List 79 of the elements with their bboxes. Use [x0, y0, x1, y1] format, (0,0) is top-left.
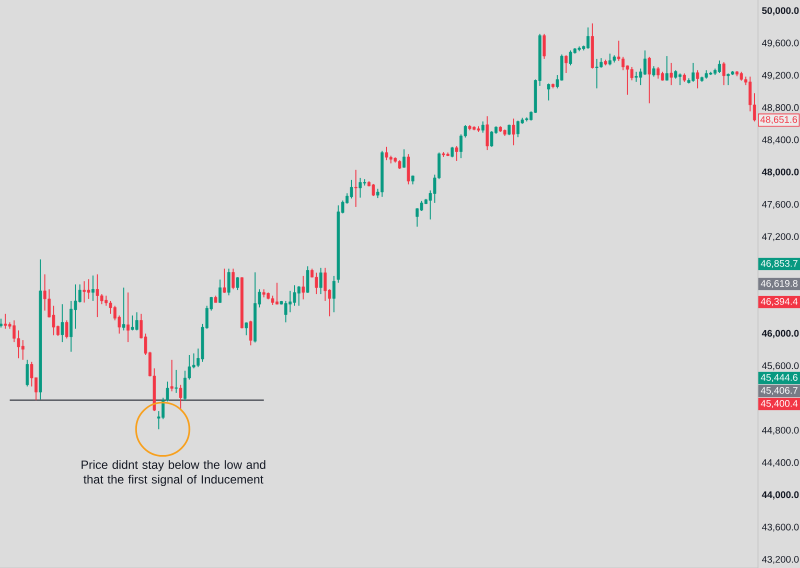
- y-tick-label: 49,200.0: [762, 72, 799, 80]
- candlestick: [91, 275, 95, 302]
- y-tick-label: 46,000.0: [762, 330, 799, 338]
- candlestick: [350, 179, 353, 199]
- y-tick-label: 47,600.0: [762, 200, 799, 209]
- y-tick-label: 50,000.0: [762, 7, 799, 16]
- candlestick: [665, 56, 668, 82]
- candlestick: [135, 312, 138, 331]
- candlestick: [21, 340, 24, 360]
- y-tick-label: 45,600.0: [762, 362, 799, 370]
- candlestick: [630, 66, 634, 81]
- candlestick: [26, 359, 29, 387]
- candlestick: [508, 124, 511, 136]
- candlestick: [222, 268, 226, 294]
- candlestick: [314, 272, 318, 295]
- candlestick: [297, 286, 300, 306]
- candlestick: [170, 359, 174, 392]
- candlestick: [232, 268, 235, 290]
- candlestick: [324, 267, 327, 302]
- text: 46,853.7: [760, 260, 798, 268]
- candlestick: [450, 146, 454, 158]
- text: 45,400.4: [760, 400, 798, 408]
- y-tick-label: 44,400.0: [762, 459, 799, 468]
- candlestick: [60, 304, 64, 343]
- text: 46,619.8: [760, 280, 798, 288]
- candlestick: [179, 384, 182, 410]
- candlestick: [481, 120, 484, 134]
- candlestick: [696, 70, 700, 89]
- candlestick: [490, 130, 494, 148]
- y-tick-label: 49,600.0: [762, 40, 799, 48]
- candlestick: [174, 369, 178, 394]
- candlestick: [183, 370, 187, 402]
- candlestick: [372, 183, 375, 197]
- candlestick: [218, 279, 222, 304]
- annotation: Price didnt stay below the low and that the first signal of Inducement: [82, 460, 266, 486]
- candlestick: [722, 62, 726, 86]
- candlestick: [302, 275, 305, 300]
- candlestick: [652, 66, 656, 78]
- candlestick: [306, 266, 310, 294]
- candlestick: [643, 50, 646, 76]
- y-tick-label: 48,800.0: [762, 104, 799, 112]
- candlestick: [227, 268, 230, 296]
- candlestick: [249, 320, 252, 346]
- y-tick-label: 43,200.0: [762, 556, 799, 564]
- candlestick: [332, 275, 336, 313]
- y-tick-label: 43,600.0: [762, 524, 799, 532]
- candlestick: [385, 146, 388, 161]
- y-tick-label: 47,200.0: [762, 233, 799, 242]
- candlestick: [542, 33, 546, 60]
- candlestick: [718, 60, 721, 74]
- candlestick: [236, 276, 240, 291]
- y-tick-label: 48,400.0: [762, 136, 799, 144]
- candlestick: [126, 292, 130, 343]
- annotation: 48,651.6: [760, 116, 798, 124]
- candlestick: [402, 148, 406, 168]
- candlestick: [122, 287, 126, 331]
- text: 46,394.4: [760, 298, 798, 306]
- candlestick: [564, 54, 568, 74]
- candlestick: [656, 66, 660, 80]
- candlestick: [319, 267, 322, 295]
- text: 45,444.6: [760, 374, 798, 382]
- candlestick: [648, 56, 651, 104]
- y-tick-label: 44,000.0: [762, 491, 799, 500]
- candlestick: [358, 177, 362, 198]
- candlestick: [568, 50, 572, 66]
- y-tick-label: 44,800.0: [762, 426, 799, 435]
- candlestick: [455, 146, 458, 162]
- candlestick: [634, 71, 638, 82]
- text: 45,406.7: [760, 387, 798, 395]
- candlestick: [244, 322, 248, 336]
- candlestick: [354, 169, 358, 208]
- candlestick: [486, 116, 489, 151]
- candlestick: [65, 320, 68, 339]
- candlestick: [512, 118, 516, 146]
- candlestick: [670, 62, 673, 86]
- candlestick: [547, 83, 550, 101]
- candlestick: [275, 282, 279, 306]
- candlestick: [726, 72, 730, 86]
- y-tick-label: 48,000.0: [762, 168, 799, 177]
